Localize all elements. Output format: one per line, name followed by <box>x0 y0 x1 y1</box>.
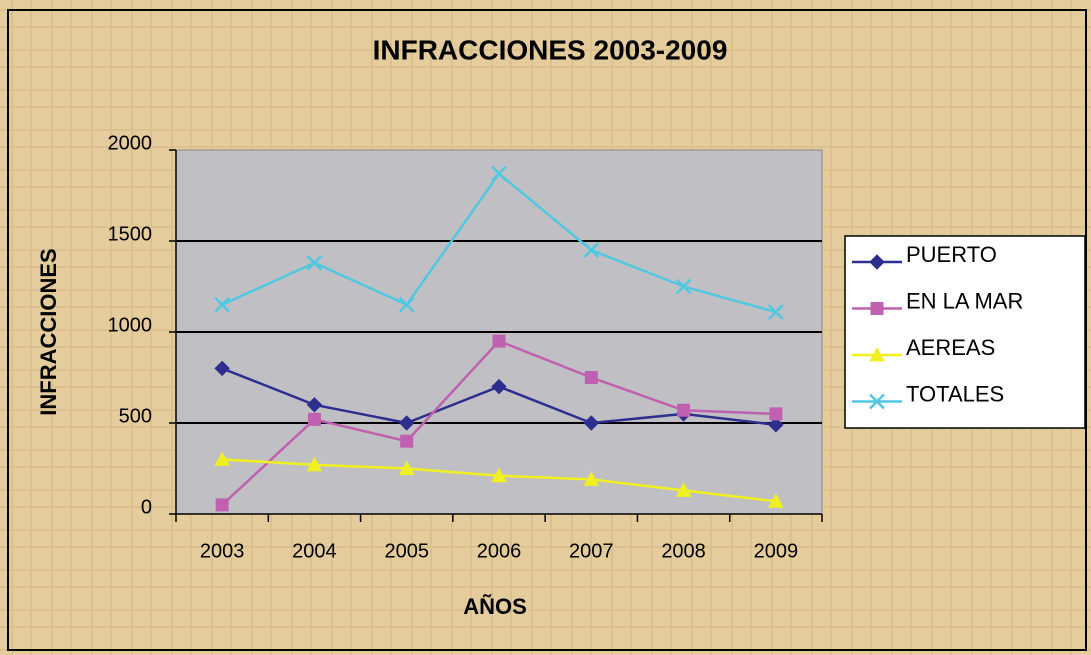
data-point <box>675 278 692 295</box>
x-tick-label: 2008 <box>661 540 706 562</box>
legend-marker <box>870 302 884 315</box>
x-tick-label: 2004 <box>292 540 337 562</box>
legend <box>844 235 1086 429</box>
data-point <box>767 304 784 320</box>
y-axis-label: INFRACCIONES <box>36 248 61 415</box>
data-point <box>306 397 323 413</box>
data-point <box>214 296 231 313</box>
legend-label: TOTALES <box>906 381 1004 406</box>
legend-label: PUERTO <box>906 242 997 267</box>
y-tick-label: 500 <box>119 405 152 427</box>
data-point <box>400 434 414 448</box>
data-point <box>398 460 415 475</box>
legend-marker <box>869 254 885 270</box>
data-point <box>583 242 600 258</box>
data-point <box>491 378 507 395</box>
data-point <box>399 415 415 431</box>
data-point <box>306 456 323 472</box>
legend-label: EN LA MAR <box>906 288 1023 313</box>
data-point <box>583 471 600 486</box>
data-point <box>214 451 230 466</box>
frame <box>7 9 1087 651</box>
data-point <box>214 360 230 377</box>
y-tick-label: 1500 <box>108 223 153 245</box>
data-point <box>491 467 507 483</box>
data-point <box>307 412 321 426</box>
x-tick-label: 2003 <box>200 540 245 562</box>
data-point <box>398 296 415 313</box>
x-axis-label: AÑOS <box>463 594 527 619</box>
data-point <box>768 493 784 508</box>
legend-marker <box>869 393 885 410</box>
chart-title: INFRACCIONES 2003-2009 <box>373 34 728 65</box>
data-point <box>675 482 692 497</box>
data-point <box>768 417 784 433</box>
x-tick-label: 2009 <box>754 540 799 562</box>
data-point <box>491 165 507 182</box>
data-point <box>677 403 691 417</box>
x-tick-label: 2007 <box>569 540 614 562</box>
legend-label: AEREAS <box>906 335 995 360</box>
y-tick-label: 2000 <box>108 132 153 154</box>
x-tick-label: 2006 <box>477 540 522 562</box>
data-point <box>769 407 783 421</box>
data-point <box>584 371 598 384</box>
data-point <box>306 254 323 271</box>
legend-marker <box>869 346 885 362</box>
data-point <box>492 334 506 348</box>
data-point <box>583 415 599 431</box>
data-point <box>215 498 229 512</box>
y-tick-label: 1000 <box>108 314 153 336</box>
y-tick-label: 0 <box>141 496 152 518</box>
x-tick-label: 2005 <box>384 540 429 562</box>
